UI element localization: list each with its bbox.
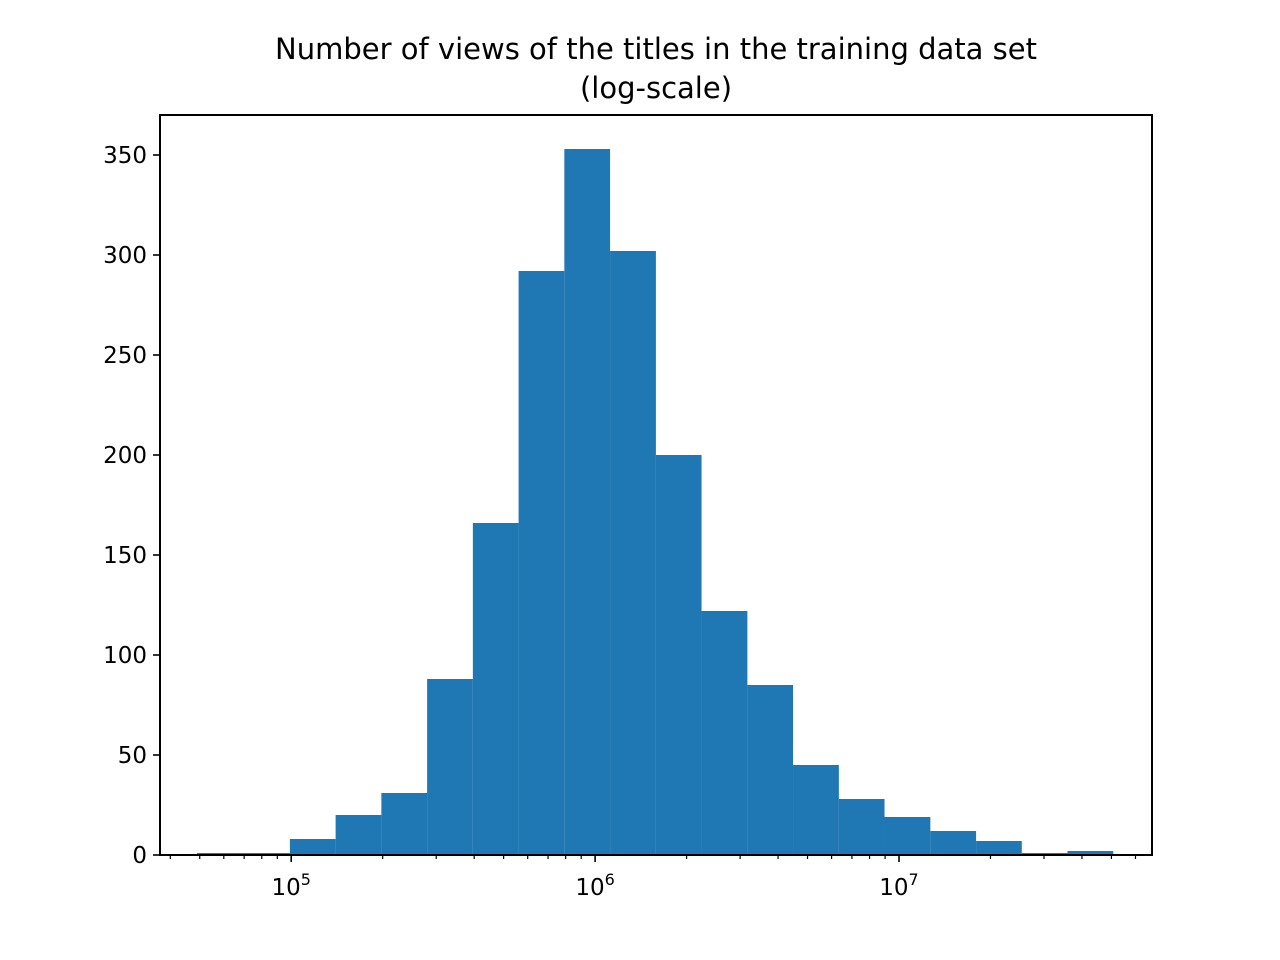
histogram-bar — [564, 149, 611, 855]
y-tick-label: 0 — [132, 843, 147, 869]
y-tick-label: 250 — [103, 343, 147, 369]
x-tick-label: 106 — [575, 870, 614, 901]
histogram-bar — [976, 841, 1022, 855]
histogram-bar — [655, 455, 702, 855]
histogram-bar — [701, 611, 748, 855]
y-tick-label: 100 — [103, 643, 147, 669]
plot-frame — [159, 114, 1153, 856]
histogram-bar — [930, 831, 977, 855]
y-axis: 0 50 100 150 200 250 300 350 — [103, 143, 160, 869]
x-tick-label: 107 — [879, 870, 918, 901]
histogram-bar — [381, 793, 428, 855]
y-tick-label: 150 — [103, 543, 147, 569]
x-tick-label: 105 — [271, 870, 310, 901]
chart-subtitle: (log-scale) — [580, 71, 732, 105]
histogram-bar — [884, 817, 931, 855]
histogram-bar — [747, 685, 794, 855]
histogram-bar — [427, 679, 473, 855]
y-tick-label: 50 — [118, 743, 147, 769]
histogram-bar — [793, 765, 839, 855]
y-tick-label: 200 — [103, 443, 147, 469]
histogram-bar — [610, 251, 656, 855]
histogram-bar — [838, 799, 885, 855]
histogram-bar — [518, 271, 565, 855]
x-axis: 105 106 107 — [169, 855, 1137, 901]
y-tick-label: 300 — [103, 243, 147, 269]
histogram-bar — [289, 839, 336, 855]
histogram-bar — [335, 815, 382, 855]
y-tick-label: 350 — [103, 143, 147, 169]
histogram-bar — [472, 523, 519, 855]
histogram-bar — [1067, 851, 1114, 855]
chart-title: Number of views of the titles in the tra… — [275, 32, 1037, 66]
bars-group — [197, 149, 1114, 855]
